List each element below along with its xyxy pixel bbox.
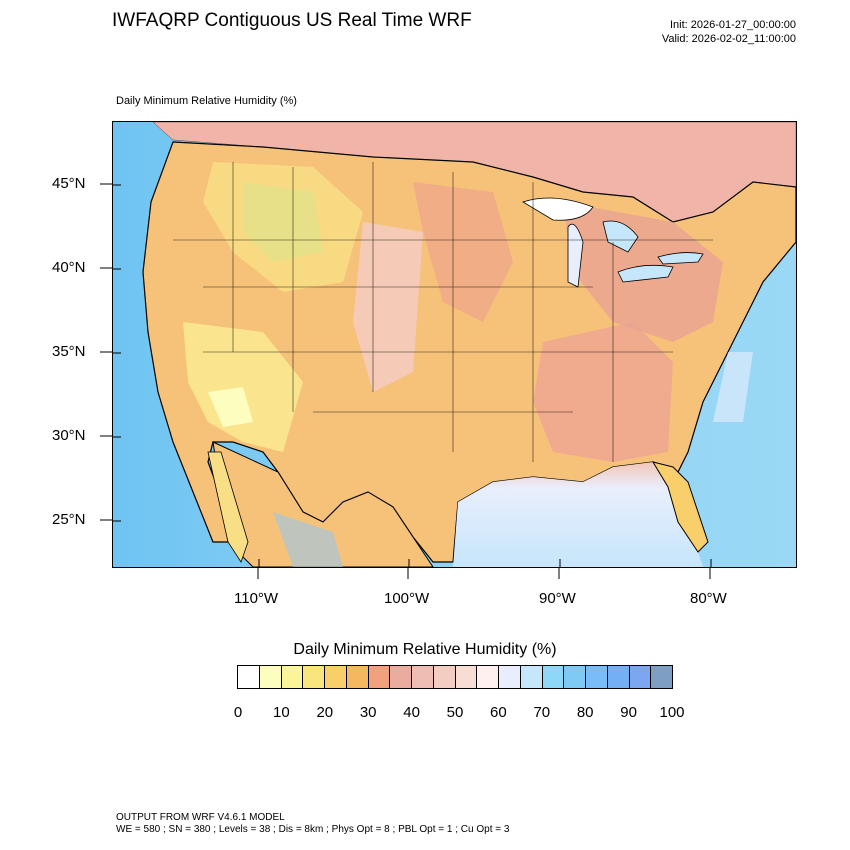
model-info: OUTPUT FROM WRF V4.6.1 MODEL	[116, 812, 285, 823]
colorbar-label: 60	[490, 704, 507, 721]
colorbar-swatch	[520, 666, 543, 688]
colorbar-label: 100	[659, 704, 685, 721]
field-label: Daily Minimum Relative Humidity (%)	[116, 95, 297, 107]
colorbar-swatch	[433, 666, 456, 688]
colorbar-swatch	[281, 666, 304, 688]
map-title: IWFAQRP Contiguous US Real Time WRF	[112, 10, 472, 31]
colorbar-swatch	[368, 666, 391, 688]
colorbar-swatch	[629, 666, 652, 688]
lat-label-35: 35°N	[52, 343, 86, 360]
lon-label-80: 80°W	[690, 590, 727, 607]
colorbar-label: 40	[403, 704, 420, 721]
lat-label-30: 30°N	[52, 427, 86, 444]
colorbar-swatch	[325, 666, 347, 688]
colorbar-swatch	[499, 666, 521, 688]
colorbar-label: 10	[273, 704, 290, 721]
colorbar-swatch	[586, 666, 608, 688]
colorbar-label: 70	[533, 704, 551, 721]
colorbar-swatch	[542, 666, 565, 688]
colorbar-swatch	[303, 666, 325, 688]
colorbar-swatch	[477, 666, 499, 688]
colorbar-swatch	[259, 666, 282, 688]
valid-time: Valid: 2026-02-02_11:00:00	[661, 33, 796, 45]
lon-label-90: 90°W	[539, 590, 576, 607]
colorbar	[237, 665, 673, 689]
lat-label-40: 40°N	[52, 259, 86, 276]
colorbar-label: 50	[446, 704, 464, 721]
lon-label-100: 100°W	[384, 590, 430, 607]
init-time: Init: 2026-01-27_00:00:00	[670, 19, 796, 31]
colorbar-swatch	[455, 666, 478, 688]
colorbar-label: 20	[316, 704, 334, 721]
colorbar-swatch	[607, 666, 630, 688]
colorbar-label: 0	[233, 704, 243, 721]
model-config: WE = 580 ; SN = 380 ; Levels = 38 ; Dis …	[116, 824, 510, 835]
colorbar-label: 90	[620, 704, 637, 721]
lat-label-25: 25°N	[52, 511, 86, 528]
colorbar-title: Daily Minimum Relative Humidity (%)	[293, 641, 557, 658]
colorbar-label: 80	[576, 704, 594, 721]
humidity-map	[112, 121, 797, 568]
colorbar-label: 30	[359, 704, 377, 721]
colorbar-swatch	[412, 666, 434, 688]
colorbar-swatch	[238, 666, 260, 688]
lat-label-45: 45°N	[52, 175, 86, 192]
colorbar-swatch	[564, 666, 586, 688]
lon-label-110: 110°W	[234, 590, 279, 607]
colorbar-swatch	[390, 666, 412, 688]
colorbar-swatch	[651, 666, 672, 688]
colorbar-swatch	[346, 666, 369, 688]
